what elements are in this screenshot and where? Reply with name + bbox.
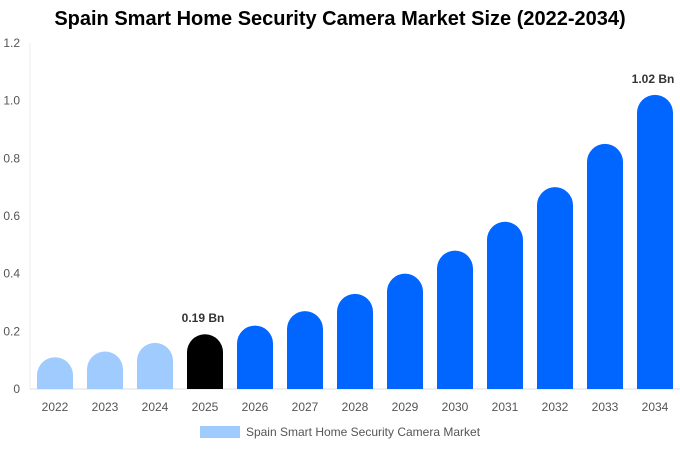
x-tick-label: 2024 — [142, 400, 169, 414]
legend: Spain Smart Home Security Camera Market — [0, 425, 680, 439]
bar-2028 — [337, 293, 373, 389]
x-tick-label: 2029 — [392, 400, 419, 414]
y-tick-label: 0.8 — [3, 151, 20, 165]
bar-2027 — [287, 311, 323, 389]
y-tick-label: 1.2 — [3, 36, 20, 50]
x-tick-label: 2031 — [492, 400, 519, 414]
y-tick-label: 1.0 — [3, 94, 20, 108]
bar-2024 — [137, 342, 173, 389]
x-tick-label: 2033 — [592, 400, 619, 414]
x-tick-label: 2026 — [242, 400, 269, 414]
x-tick-label: 2028 — [342, 400, 369, 414]
y-tick-label: 0.4 — [3, 267, 20, 281]
bar-2030 — [437, 250, 473, 389]
x-tick-label: 2025 — [192, 400, 219, 414]
data-label-2025: 0.19 Bn — [182, 311, 225, 325]
bar-2025 — [187, 334, 223, 389]
x-tick-label: 2030 — [442, 400, 469, 414]
bar-2022 — [37, 357, 73, 389]
x-tick-label: 2034 — [642, 400, 669, 414]
bar-2032 — [537, 187, 573, 389]
y-tick-label: 0.6 — [3, 209, 20, 223]
x-tick-label: 2032 — [542, 400, 569, 414]
bar-2031 — [487, 221, 523, 389]
legend-label: Spain Smart Home Security Camera Market — [245, 425, 481, 439]
x-tick-label: 2022 — [42, 400, 69, 414]
data-label-2034: 1.02 Bn — [632, 72, 675, 86]
bar-2033 — [587, 143, 623, 389]
legend-swatch — [199, 426, 240, 438]
bar-2023 — [87, 351, 123, 389]
x-tick-label: 2027 — [292, 400, 319, 414]
bar-2029 — [387, 273, 423, 389]
bar-2026 — [237, 325, 273, 389]
x-tick-label: 2023 — [92, 400, 119, 414]
chart-title: Spain Smart Home Security Camera Market … — [54, 8, 626, 30]
y-tick-label: 0.2 — [3, 324, 20, 338]
bar-2034 — [637, 94, 673, 389]
y-tick-label: 0 — [13, 382, 20, 396]
